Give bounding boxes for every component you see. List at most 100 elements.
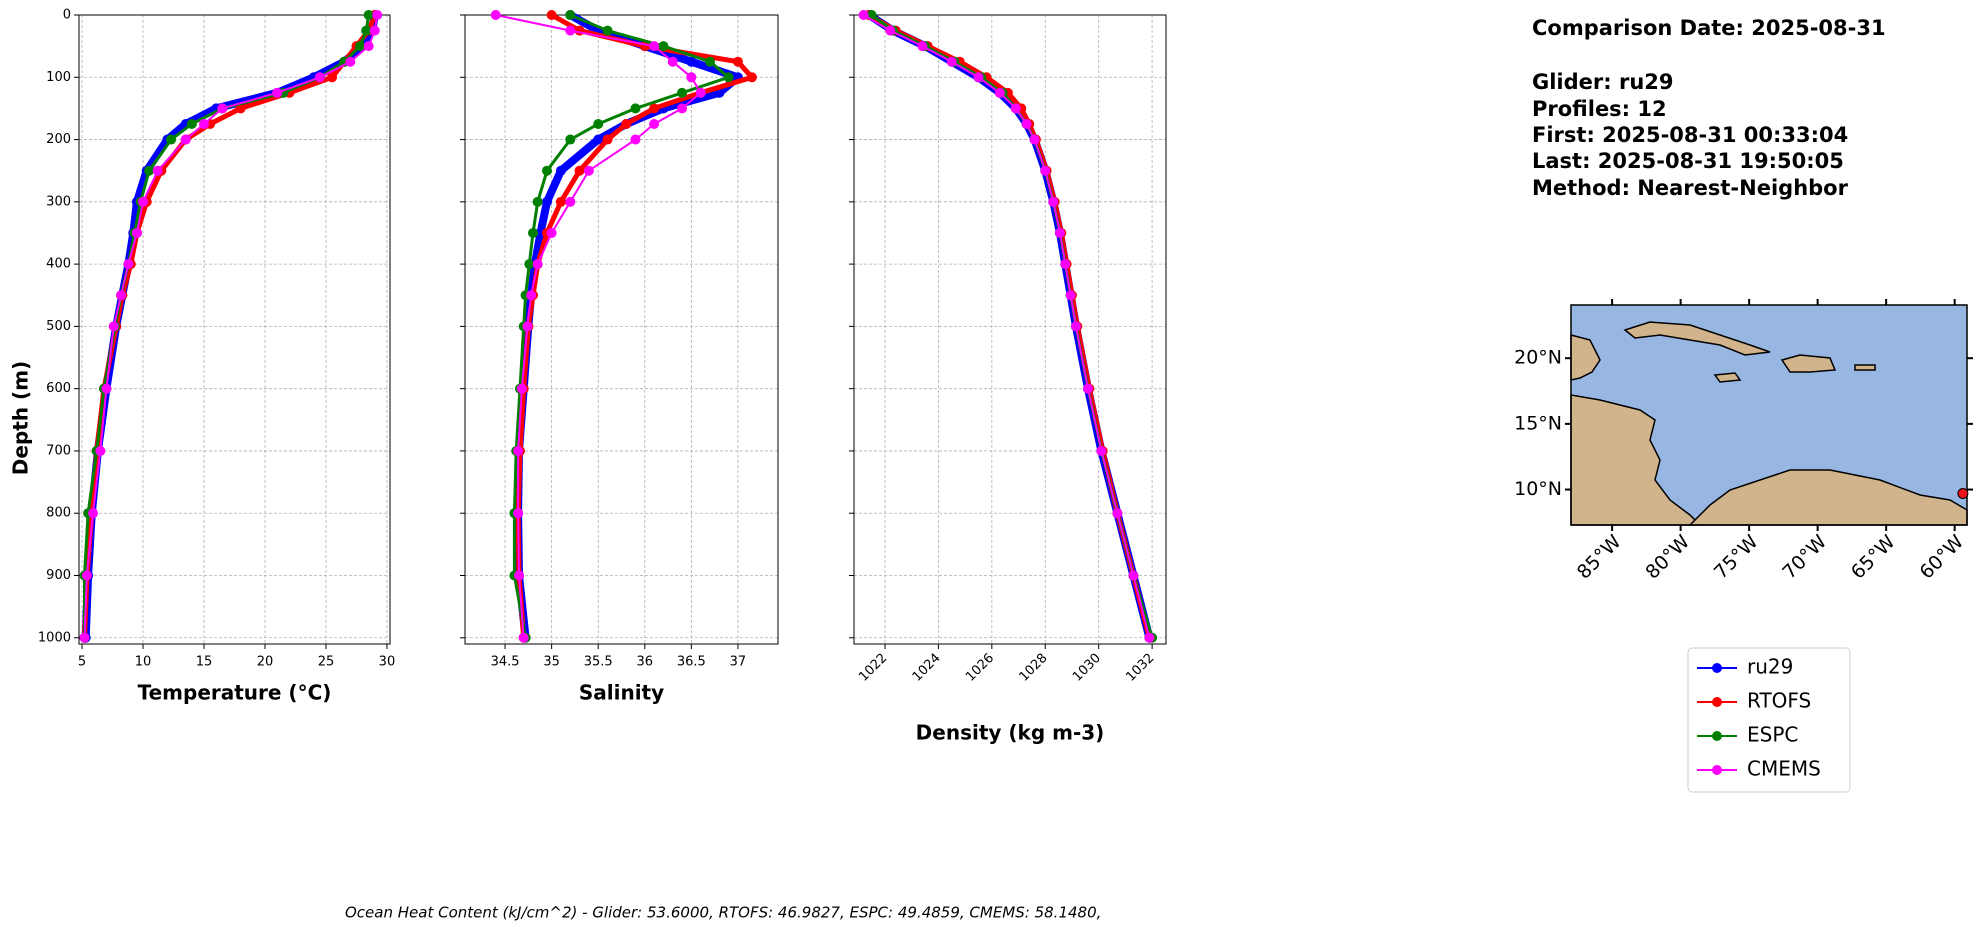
profile-line <box>83 14 379 638</box>
island <box>1780 354 1837 373</box>
profile-point <box>108 321 119 332</box>
island <box>1623 321 1771 356</box>
profile-point <box>166 134 177 145</box>
profile-point <box>235 103 246 114</box>
map-y-tick-label: 20°N <box>1514 347 1562 369</box>
legend-marker <box>1712 731 1722 741</box>
profile-point <box>574 25 585 36</box>
profile-point <box>532 196 543 207</box>
profile-point <box>1021 118 1032 129</box>
x-tick-label: 30 <box>379 655 396 670</box>
legend-label: RTOFS <box>1747 689 1811 713</box>
profile-point <box>518 632 529 643</box>
profile-point <box>1029 134 1040 145</box>
profile-point <box>513 508 524 519</box>
profile-point <box>1010 103 1021 114</box>
profile-point <box>677 87 688 98</box>
profile-point <box>541 196 552 207</box>
profile-point <box>677 103 688 114</box>
profile-point <box>602 134 613 145</box>
profile-point <box>994 87 1005 98</box>
legend-marker <box>1712 697 1722 707</box>
x-tick-label: 34.5 <box>491 655 520 670</box>
profile-point <box>946 56 957 67</box>
info-line: First: 2025-08-31 00:33:04 <box>1532 123 1848 147</box>
profile-point <box>363 41 374 52</box>
plot-frame <box>78 14 391 645</box>
legend-box <box>1687 647 1851 793</box>
legend-marker <box>1712 765 1722 775</box>
profile-point <box>372 10 383 20</box>
profile-point <box>101 383 112 394</box>
map-frame <box>1570 304 1968 526</box>
plot-frame <box>464 14 779 645</box>
profile-point <box>593 118 604 129</box>
profile-point <box>327 72 338 83</box>
profile-point <box>138 196 149 207</box>
profile-point <box>658 41 669 52</box>
footer: Ocean Heat Content (kJ/cm^2) - Glider: 5… <box>345 904 1101 922</box>
profile-point <box>695 87 706 98</box>
profile-point <box>528 227 539 238</box>
legend: ru29 RTOFS ESPC CMEMS <box>1687 647 1851 793</box>
info-line: Method: Nearest-Neighbor <box>1532 176 1849 200</box>
x-tick-label: 10 <box>135 655 152 670</box>
profile-point <box>1112 508 1123 519</box>
profile-point <box>746 72 757 83</box>
profile-point <box>565 134 576 145</box>
profile-point <box>361 25 372 36</box>
island <box>1854 364 1876 371</box>
profile-point <box>630 134 641 145</box>
profile-point <box>369 25 380 36</box>
profile-point <box>1054 227 1065 238</box>
profile-point <box>1096 445 1107 456</box>
y-tick-label: 100 <box>46 70 71 85</box>
profile-point <box>565 196 576 207</box>
profile-point <box>541 165 552 176</box>
profile-point <box>532 259 543 270</box>
info-line: Last: 2025-08-31 19:50:05 <box>1532 149 1844 173</box>
profile-point <box>116 290 127 301</box>
profile-line <box>863 14 1151 639</box>
profile-point <box>217 103 228 114</box>
y-axis-label: Depth (m) <box>9 361 33 475</box>
x-tick-label: 35 <box>543 655 560 670</box>
profile-point <box>144 165 155 176</box>
info: Comparison Date: 2025-08-31 Glider: ru29… <box>1532 16 1886 200</box>
island <box>1713 372 1742 383</box>
legend-label: ESPC <box>1747 723 1798 747</box>
x-tick-label: 35.5 <box>584 655 613 670</box>
y-tick-label: 0 <box>63 8 71 23</box>
profile-point <box>355 41 366 52</box>
y-tick-label: 700 <box>46 443 71 458</box>
profile-point <box>345 56 356 67</box>
y-tick-label: 400 <box>46 257 71 272</box>
glider-location <box>1957 487 1969 499</box>
profile-point <box>885 25 896 36</box>
map-y-tick-label: 10°N <box>1514 478 1562 500</box>
profile-point <box>1048 196 1059 207</box>
profile-point <box>546 10 557 20</box>
profile-point <box>1144 632 1155 643</box>
profile-point <box>583 165 594 176</box>
profile-point <box>1083 383 1093 394</box>
profile-point <box>363 10 374 20</box>
plot-frame <box>853 14 1167 645</box>
profile-point <box>526 290 537 301</box>
profile-point <box>732 56 743 67</box>
profile-point <box>1060 259 1071 270</box>
profile-point <box>513 445 524 456</box>
x-tick-label: 25 <box>318 655 335 670</box>
y-tick-label: 800 <box>46 506 71 521</box>
profile-point <box>858 10 869 20</box>
y-tick-label: 900 <box>46 568 71 583</box>
profile-point <box>621 118 632 129</box>
profile-point <box>973 72 984 83</box>
profile-point <box>565 10 576 20</box>
profile-point <box>649 41 660 52</box>
x-tick-label: 37 <box>730 655 747 670</box>
profile-point <box>1128 570 1139 581</box>
profile-point <box>516 383 527 394</box>
y-tick-label: 600 <box>46 381 71 396</box>
